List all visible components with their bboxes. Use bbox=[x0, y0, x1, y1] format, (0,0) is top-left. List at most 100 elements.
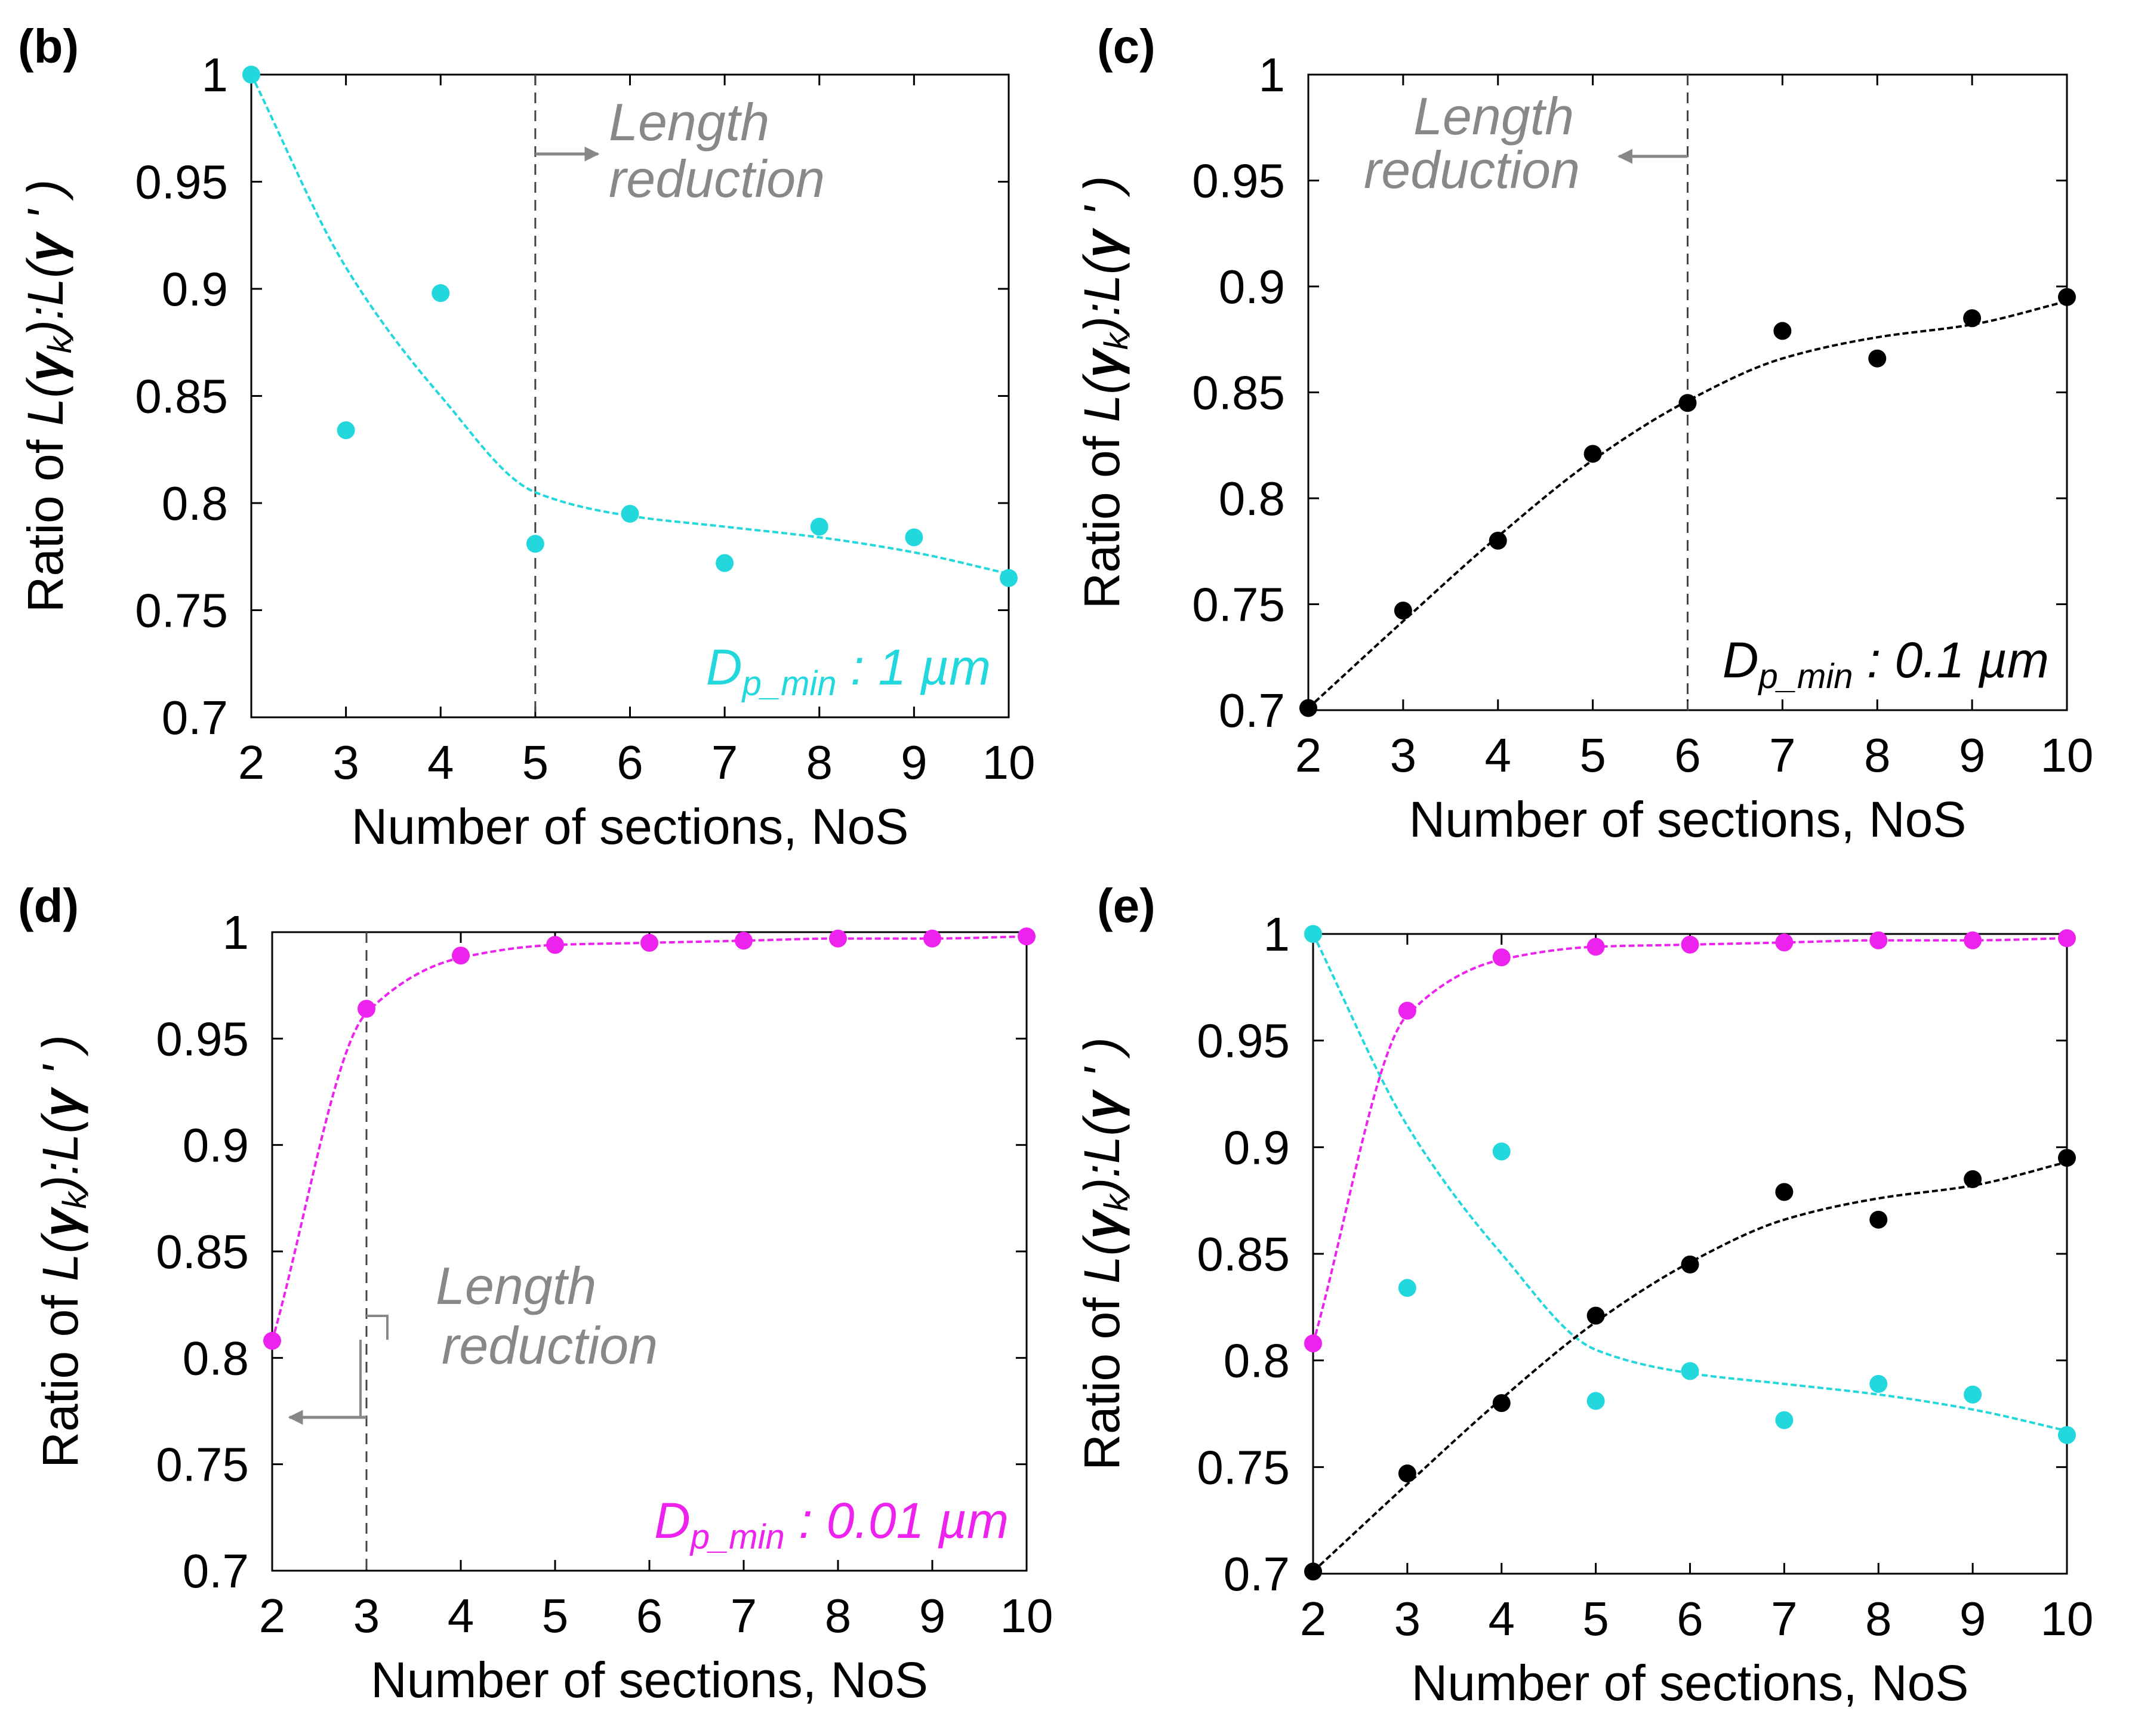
y-axis-label-mid: ):L( bbox=[1074, 253, 1130, 338]
dp-min-label: Dp_min : 1 µm bbox=[706, 639, 991, 703]
y-tick-label: 0.7 bbox=[183, 1544, 249, 1598]
y-tick-label: 0.95 bbox=[135, 156, 228, 209]
y-axis-label: Ratio of L(γk):L(γ ' ) bbox=[1074, 1037, 1135, 1470]
x-tick-label: 4 bbox=[427, 736, 454, 789]
y-axis-label-k: k bbox=[1097, 1193, 1135, 1211]
dp-min-label: Dp_min : 0.1 µm bbox=[1723, 632, 2049, 696]
annotation-line1: Length bbox=[1413, 87, 1574, 146]
panel-b: (b) 0.7 0.75 0.8 0.85 0.9 0.95 1 2 3 4 5 6 7 8 9 10 Numbe… bbox=[17, 20, 1035, 855]
panel-c: (c) 0.7 0.75 0.8 0.85 0.9 0.95 1 2 3 4 5 6 7 8 9 10 Numbe… bbox=[1074, 20, 2093, 847]
data-point bbox=[546, 936, 564, 954]
y-tick-label: 0.85 bbox=[1197, 1228, 1290, 1281]
annotation-line1: Length bbox=[609, 92, 769, 152]
data-point bbox=[1492, 1394, 1511, 1413]
x-tick-label: 2 bbox=[238, 736, 265, 789]
data-point bbox=[2058, 288, 2076, 306]
y-tick-label: 0.75 bbox=[156, 1438, 249, 1491]
data-point bbox=[1775, 1411, 1794, 1429]
y-axis-label-gamma: γ bbox=[1074, 1208, 1130, 1239]
y-tick-label: 0.8 bbox=[162, 477, 228, 530]
y-tick-label: 0.8 bbox=[1224, 1334, 1290, 1387]
y-axis-label-mid: ):L( bbox=[17, 257, 73, 342]
data-point bbox=[358, 1000, 375, 1018]
x-tick-label: 3 bbox=[1390, 729, 1417, 782]
y-tick-label: 0.9 bbox=[1224, 1121, 1290, 1174]
y-axis-label-gamma: γ bbox=[1074, 347, 1130, 378]
annotation-line2: reduction bbox=[609, 149, 825, 208]
data-point bbox=[735, 932, 753, 950]
x-tick-label: 10 bbox=[982, 736, 1036, 789]
y-axis-label-L: L( bbox=[17, 377, 73, 426]
y-tick-label: 0.7 bbox=[162, 691, 228, 744]
x-tick-label: 9 bbox=[1959, 729, 1986, 782]
fit-curve bbox=[250, 74, 1009, 575]
data-point bbox=[1868, 349, 1887, 368]
data-point bbox=[716, 554, 734, 572]
data-point bbox=[1394, 602, 1412, 620]
y-axis-label-prime: ' ) bbox=[32, 1035, 88, 1089]
x-tick-label: 9 bbox=[919, 1589, 946, 1642]
y-axis-label-gamma2: γ bbox=[1074, 1089, 1130, 1120]
data-point bbox=[1586, 1392, 1605, 1410]
data-point bbox=[1000, 569, 1018, 587]
x-tick-label: 4 bbox=[1485, 729, 1512, 782]
x-tick-label: 5 bbox=[1582, 1592, 1609, 1645]
data-point bbox=[1869, 931, 1888, 949]
data-point bbox=[1681, 1362, 1699, 1380]
x-tick-label: 2 bbox=[1295, 729, 1322, 782]
data-point bbox=[2058, 1426, 2076, 1444]
x-tick-label: 10 bbox=[2041, 729, 2094, 782]
x-axis-label: Number of sections, NoS bbox=[371, 1652, 928, 1708]
y-tick-label: 0.95 bbox=[156, 1012, 249, 1065]
data-point bbox=[432, 284, 450, 303]
x-tick-label: 9 bbox=[1959, 1592, 1986, 1645]
x-tick-label: 5 bbox=[1579, 729, 1606, 782]
y-axis-label: Ratio of L(γk):L(γ ' ) bbox=[32, 1035, 93, 1468]
data-point bbox=[1586, 938, 1605, 956]
data-point bbox=[905, 528, 923, 547]
y-tick-label: 0.9 bbox=[183, 1119, 249, 1172]
data-point bbox=[1964, 1385, 1982, 1404]
fit-curve bbox=[1312, 937, 2068, 1344]
data-point bbox=[1681, 1255, 1699, 1274]
x-tick-label: 7 bbox=[1769, 729, 1796, 782]
x-tick-label: 3 bbox=[332, 736, 359, 789]
y-axis-label-prime: ' ) bbox=[1074, 176, 1130, 230]
annotation-line1: Length bbox=[436, 1256, 596, 1315]
x-tick-label: 8 bbox=[1864, 729, 1891, 782]
y-axis-label-prefix: Ratio of bbox=[1074, 1284, 1130, 1470]
x-tick-label: 4 bbox=[448, 1589, 475, 1642]
data-point bbox=[640, 933, 658, 952]
dp-min-value: : 1 µm bbox=[837, 639, 991, 695]
data-point bbox=[1304, 1334, 1322, 1353]
x-tick-label: 6 bbox=[636, 1589, 663, 1642]
x-tick-label: 3 bbox=[1394, 1592, 1421, 1645]
data-point bbox=[1018, 927, 1036, 946]
data-point bbox=[1586, 1306, 1605, 1325]
panel-label: (b) bbox=[18, 20, 79, 73]
x-tick-label: 9 bbox=[901, 736, 928, 789]
y-tick-label: 0.9 bbox=[162, 263, 228, 316]
data-point bbox=[1304, 1562, 1322, 1581]
data-point bbox=[1869, 1210, 1888, 1229]
y-axis-label: Ratio of L(γk):L(γ ' ) bbox=[1074, 176, 1135, 609]
annotation-line2: reduction bbox=[442, 1316, 658, 1375]
y-tick-label: 0.85 bbox=[1192, 366, 1285, 420]
fit-curve bbox=[271, 935, 1027, 1342]
y-tick-label: 0.75 bbox=[1197, 1441, 1290, 1494]
y-tick-label: 1 bbox=[202, 48, 229, 101]
data-point bbox=[1964, 931, 1982, 949]
panel-d: (d) 0.7 0.75 0.8 0.85 0.9 0.95 1 2 3 4 5 6 7 8 9 10 Numbe… bbox=[18, 879, 1053, 1708]
y-axis-label-prefix: Ratio of bbox=[32, 1281, 88, 1468]
data-point bbox=[1398, 1464, 1416, 1483]
x-tick-label: 7 bbox=[1771, 1592, 1798, 1645]
dp-min-main: D bbox=[706, 639, 742, 695]
data-point bbox=[1489, 532, 1507, 550]
y-tick-label: 0.95 bbox=[1192, 155, 1285, 208]
data-point bbox=[1583, 445, 1602, 463]
y-tick-label: 0.85 bbox=[156, 1225, 249, 1278]
data-point bbox=[526, 535, 544, 553]
dp-min-sub: p_min bbox=[689, 1518, 785, 1556]
y-axis-label-k: k bbox=[41, 335, 78, 353]
data-point bbox=[2058, 929, 2076, 948]
